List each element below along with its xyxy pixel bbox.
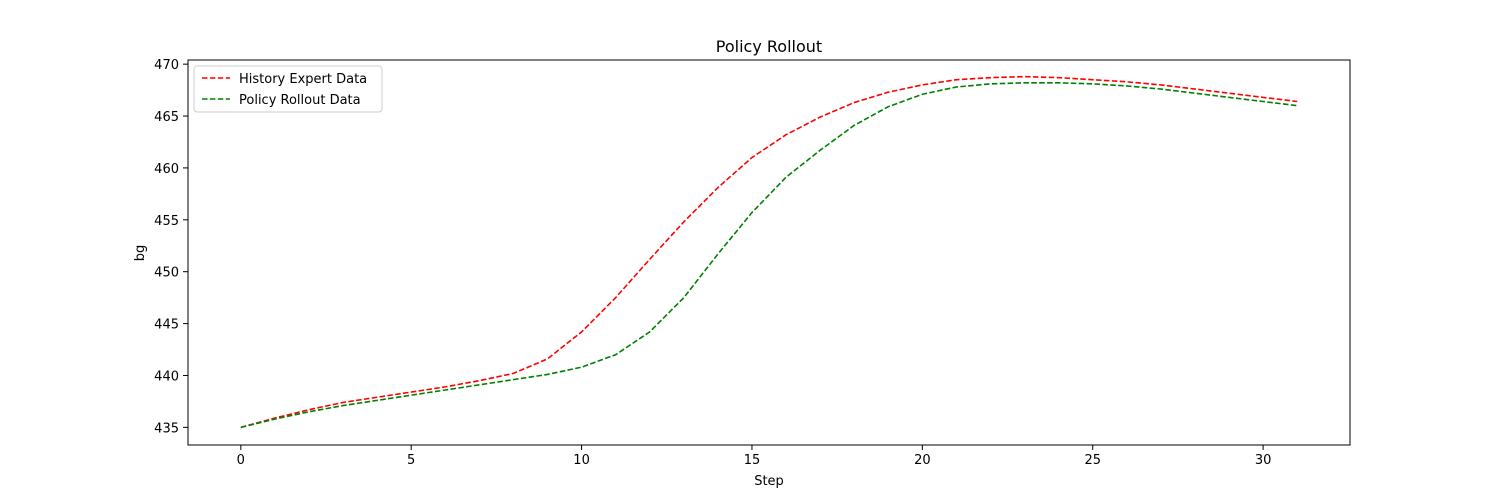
legend-label-2: Policy Rollout Data — [239, 93, 361, 108]
y-tick-label: 450 — [154, 266, 179, 281]
series-line-1 — [240, 75, 1298, 429]
y-tick-label: 435 — [154, 421, 179, 436]
x-tick-label: 20 — [914, 453, 931, 468]
y-tick-label: 440 — [154, 369, 179, 384]
x-tick-label: 0 — [237, 453, 245, 468]
legend-box — [193, 65, 383, 113]
legend-label-1: History Expert Data — [239, 72, 367, 87]
series-line-2 — [240, 82, 1298, 429]
plot-frame — [187, 59, 1351, 446]
y-tick-label: 445 — [154, 318, 179, 333]
y-tick-label: 455 — [154, 214, 179, 229]
legend: History Expert Data Policy Rollout Data — [193, 65, 383, 113]
x-tick-label: 15 — [744, 453, 761, 468]
y-tick-label: 460 — [154, 162, 179, 177]
y-tick-label: 470 — [154, 58, 179, 73]
x-tick-label: 5 — [407, 453, 415, 468]
x-tick-label: 30 — [1255, 453, 1272, 468]
plot-lines — [240, 75, 1298, 429]
x-tick-label: 25 — [1084, 453, 1101, 468]
chart-title: Policy Rollout — [716, 37, 822, 56]
y-axis: 435 440 445 450 455 460 465 470 — [154, 58, 188, 436]
x-axis: 0 5 10 15 20 25 30 — [237, 445, 1272, 468]
y-tick-label: 465 — [154, 110, 179, 125]
y-axis-label: bg — [133, 245, 148, 262]
x-tick-label: 10 — [573, 453, 590, 468]
x-axis-label: Step — [754, 474, 784, 489]
